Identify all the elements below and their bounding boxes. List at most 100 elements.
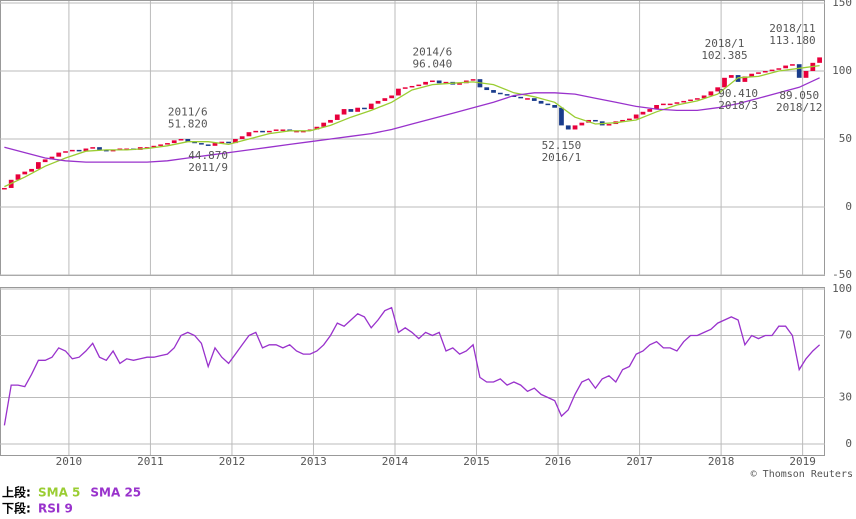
- line: [4, 77, 820, 163]
- y-tick-label: 100: [832, 64, 852, 77]
- candle: [56, 152, 62, 157]
- candle: [185, 139, 191, 142]
- line: [4, 64, 820, 188]
- candle: [783, 65, 789, 69]
- candle: [368, 103, 374, 110]
- candle: [688, 99, 693, 102]
- candle: [409, 85, 415, 88]
- candle: [42, 159, 48, 163]
- x-tick-label: 2011: [137, 455, 164, 468]
- candle: [90, 147, 96, 149]
- candle: [518, 96, 524, 99]
- candle: [491, 90, 496, 93]
- x-tick-label: 2010: [56, 455, 83, 468]
- candle: [253, 130, 259, 133]
- candle: [742, 76, 748, 82]
- candle: [559, 107, 564, 126]
- x-tick-label: 2019: [789, 455, 816, 468]
- candle: [708, 91, 714, 96]
- x-tick-label: 2016: [545, 455, 572, 468]
- candle: [654, 105, 659, 110]
- annotation-date: 2018/12: [776, 101, 822, 114]
- candle: [776, 68, 782, 70]
- candle: [328, 119, 333, 123]
- annotation-value: 51.820: [168, 118, 208, 131]
- candle: [15, 174, 21, 180]
- candle: [531, 98, 537, 101]
- annotation-value: 89.050: [779, 89, 819, 102]
- legend-entry: SMA 25: [90, 486, 141, 500]
- y-tick-label: -50: [832, 268, 852, 281]
- candle: [219, 141, 225, 144]
- copyright: © Thomson Reuters: [751, 469, 853, 480]
- annotation-date: 2018/1: [705, 37, 745, 50]
- candle: [633, 114, 639, 119]
- candle: [457, 83, 462, 85]
- candle: [260, 130, 265, 133]
- annotation-date: 2018/11: [769, 22, 815, 35]
- candle: [165, 143, 170, 145]
- candle: [246, 132, 252, 137]
- candle: [640, 111, 646, 115]
- candle: [300, 130, 306, 133]
- candle: [382, 98, 388, 101]
- candle: [436, 80, 442, 84]
- candle: [22, 171, 28, 175]
- candle: [103, 149, 109, 152]
- candle: [572, 125, 578, 130]
- annotation-date: 2011/9: [188, 161, 228, 174]
- candle: [63, 151, 68, 153]
- candle: [790, 64, 795, 66]
- candle: [694, 98, 700, 100]
- candle: [620, 119, 625, 122]
- candle: [565, 125, 571, 130]
- y-tick-label: 0: [845, 200, 852, 213]
- candle: [151, 145, 157, 148]
- annotation-date: 2018/3: [718, 99, 758, 112]
- candle: [69, 149, 75, 152]
- y-tick-label: 30: [839, 391, 852, 404]
- candle: [579, 122, 585, 126]
- candle: [321, 122, 327, 127]
- candle: [226, 141, 231, 144]
- x-tick-label: 2012: [219, 455, 246, 468]
- candle: [2, 187, 7, 190]
- candle: [552, 105, 558, 108]
- candle: [681, 100, 687, 103]
- y-tick-label: 150: [832, 0, 852, 9]
- candle: [212, 143, 218, 146]
- x-tick-label: 2018: [708, 455, 735, 468]
- annotation-value: 52.150: [542, 139, 582, 152]
- candle: [756, 72, 761, 74]
- candle: [796, 64, 802, 78]
- x-tick-label: 2015: [463, 455, 490, 468]
- candle: [660, 103, 666, 106]
- candle: [722, 77, 727, 88]
- candle: [239, 136, 245, 139]
- legend-label: 下段:: [2, 501, 31, 516]
- candle: [375, 100, 381, 104]
- candle: [817, 57, 822, 63]
- candle: [504, 94, 510, 96]
- candle: [35, 162, 41, 169]
- candle: [355, 107, 361, 112]
- candle: [205, 144, 211, 146]
- line: [3, 306, 821, 426]
- candle: [49, 156, 55, 160]
- legend-entry: SMA 5: [38, 486, 80, 500]
- candle: [728, 75, 734, 78]
- annotation-date: 2016/1: [542, 151, 582, 164]
- legend-label: 上段:: [2, 485, 31, 500]
- candle: [178, 139, 184, 141]
- candle: [171, 140, 177, 144]
- x-tick-label: 2014: [382, 455, 409, 468]
- candle: [715, 87, 721, 92]
- candle: [402, 87, 408, 89]
- annotation-date: 2011/6: [168, 106, 208, 119]
- candle: [667, 103, 673, 106]
- upper-frame: [0, 0, 825, 276]
- candle: [497, 92, 503, 95]
- candle: [266, 130, 272, 133]
